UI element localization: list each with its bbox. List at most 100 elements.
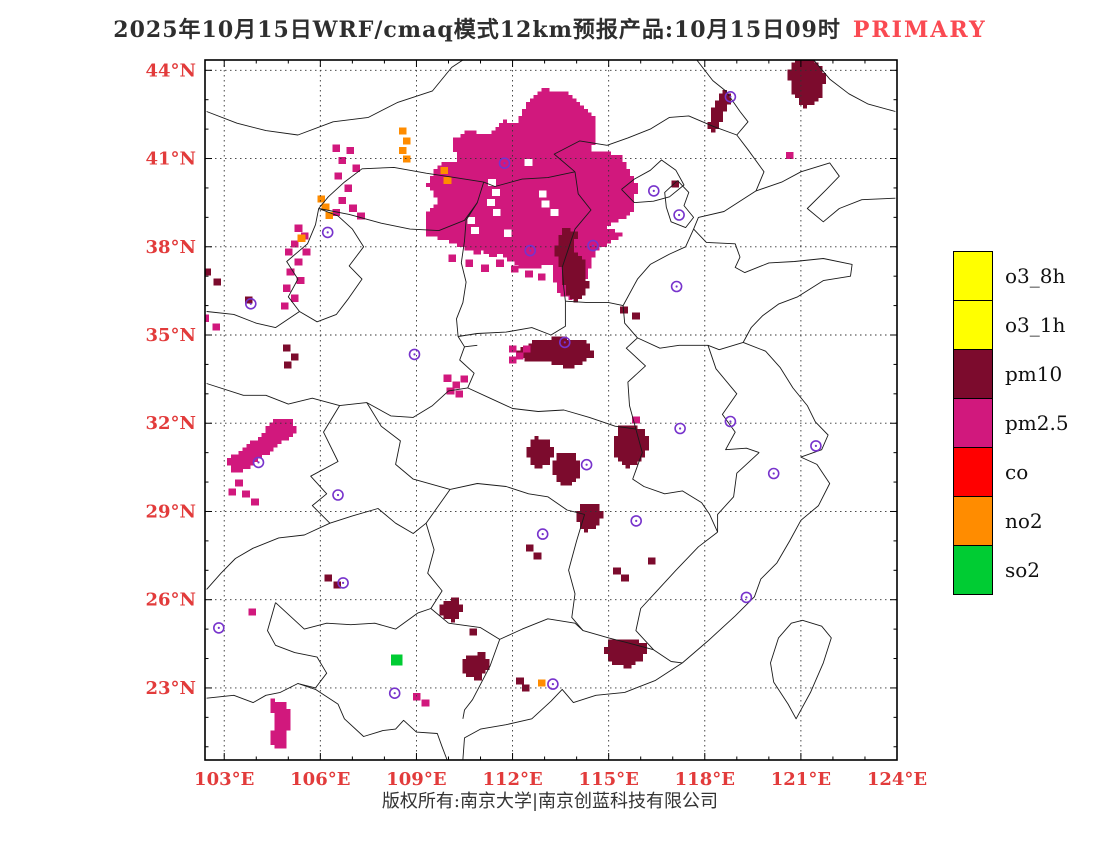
- pollution-cell: [537, 243, 542, 248]
- pollution-cell: [619, 643, 624, 648]
- pollution-cell: [587, 204, 592, 209]
- pollution-cell: [583, 183, 588, 188]
- pollution-cell: [290, 240, 299, 248]
- pollution-cell: [453, 193, 458, 198]
- city-marker: [388, 687, 401, 700]
- pollution-cell: [549, 215, 554, 219]
- pollution-cell: [242, 490, 250, 498]
- pollution-cell: [518, 130, 523, 135]
- pollution-cell: [522, 204, 527, 209]
- pollution-cell: [487, 190, 492, 195]
- pollution-cell: [537, 162, 542, 166]
- pollution-cell: [426, 232, 431, 237]
- pollution-cell: [479, 236, 485, 241]
- pollution-cell: [599, 514, 604, 519]
- pollution-cell: [506, 222, 511, 226]
- pollution-cell: [274, 737, 279, 742]
- pollution-cell: [591, 222, 596, 226]
- pollution-cell: [627, 650, 632, 655]
- pollution-cell: [568, 109, 573, 113]
- pollution-cell: [556, 207, 561, 212]
- pollution-cell: [611, 646, 617, 651]
- pollution-cell: [545, 95, 550, 99]
- pollution-cell: [599, 155, 604, 159]
- boundary-qinling: [206, 383, 468, 418]
- pollution-cell: [282, 719, 287, 724]
- legend-label: pm2.5: [1005, 411, 1069, 435]
- pollution-cell: [466, 662, 471, 667]
- pollution-cell: [806, 90, 811, 95]
- pollution-cell: [573, 266, 578, 271]
- pollution-cell: [564, 225, 569, 230]
- pollution-cell: [403, 155, 411, 163]
- pollution-cell: [481, 669, 486, 674]
- pollution-cell: [502, 158, 508, 163]
- pollution-cell: [286, 726, 291, 731]
- pollution-cell: [280, 436, 286, 441]
- pollution-cell: [545, 211, 550, 216]
- pollution-cell: [799, 76, 804, 81]
- pollution-cell: [581, 287, 586, 292]
- pollution-cell: [250, 450, 255, 455]
- pollution-cell: [573, 273, 578, 278]
- pollution-cell: [618, 425, 623, 430]
- pollution-cell: [802, 104, 807, 109]
- pollution-cell: [619, 657, 624, 662]
- pollution-cell: [529, 126, 535, 131]
- pollution-cell: [528, 343, 533, 348]
- pollution-cell: [533, 155, 538, 159]
- pollution-cell: [568, 197, 573, 202]
- pollution-cell: [514, 257, 519, 262]
- pollution-cell: [522, 123, 527, 128]
- pollution-cell: [629, 453, 634, 458]
- pollution-cell: [518, 253, 523, 258]
- pollution-cell: [284, 426, 289, 431]
- pollution-cell: [560, 183, 565, 188]
- pollution-cell: [472, 207, 477, 212]
- pollution-cell: [479, 165, 485, 170]
- pollution-cell: [464, 211, 469, 216]
- pollution-cell: [791, 69, 796, 74]
- pollution-cell: [559, 340, 564, 344]
- pollution-cell: [502, 172, 508, 177]
- pollution-cell: [572, 162, 577, 166]
- pollution-cell: [802, 94, 807, 98]
- pollution-cell: [810, 101, 815, 106]
- city-marker-dot: [503, 162, 506, 165]
- pollution-cell: [250, 454, 255, 459]
- pollution-cell: [522, 197, 527, 202]
- pollution-cell: [582, 354, 587, 358]
- pollution-cell: [499, 190, 504, 195]
- pollution-cell: [634, 650, 640, 655]
- pollution-cell: [449, 172, 454, 177]
- legend-item-no2: no2: [953, 496, 1069, 546]
- pollution-cell: [549, 144, 554, 149]
- pollution-cell: [242, 454, 247, 459]
- pollution-cell: [556, 119, 561, 124]
- pollution-cell: [549, 158, 554, 163]
- pollution-cell: [502, 193, 508, 198]
- pollution-cell: [545, 176, 550, 181]
- pollution-cell: [622, 211, 627, 216]
- pollution-cell: [231, 454, 236, 459]
- pollution-cell: [571, 456, 576, 461]
- pollution-cell: [621, 429, 626, 433]
- pollution-cell: [573, 231, 578, 236]
- copyright-footer: 版权所有:南京大学|南京创蓝科技有限公司: [381, 791, 719, 812]
- pollution-cell: [618, 179, 623, 184]
- pollution-cell: [257, 440, 263, 445]
- pollution-cell: [545, 105, 550, 110]
- pollution-cell: [568, 225, 573, 230]
- pollution-cell: [604, 650, 609, 655]
- pollution-cell: [441, 204, 446, 209]
- pollution-cell: [441, 207, 446, 212]
- pollution-cell: [618, 183, 623, 188]
- pollution-cell: [802, 90, 807, 95]
- pollution-cell: [506, 130, 511, 135]
- pollution-cell: [495, 225, 500, 230]
- pollution-cell: [568, 130, 573, 135]
- pollution-cell: [514, 130, 519, 135]
- pollution-cell: [547, 350, 552, 355]
- pollution-cell: [556, 215, 561, 219]
- pollution-cell: [460, 200, 465, 205]
